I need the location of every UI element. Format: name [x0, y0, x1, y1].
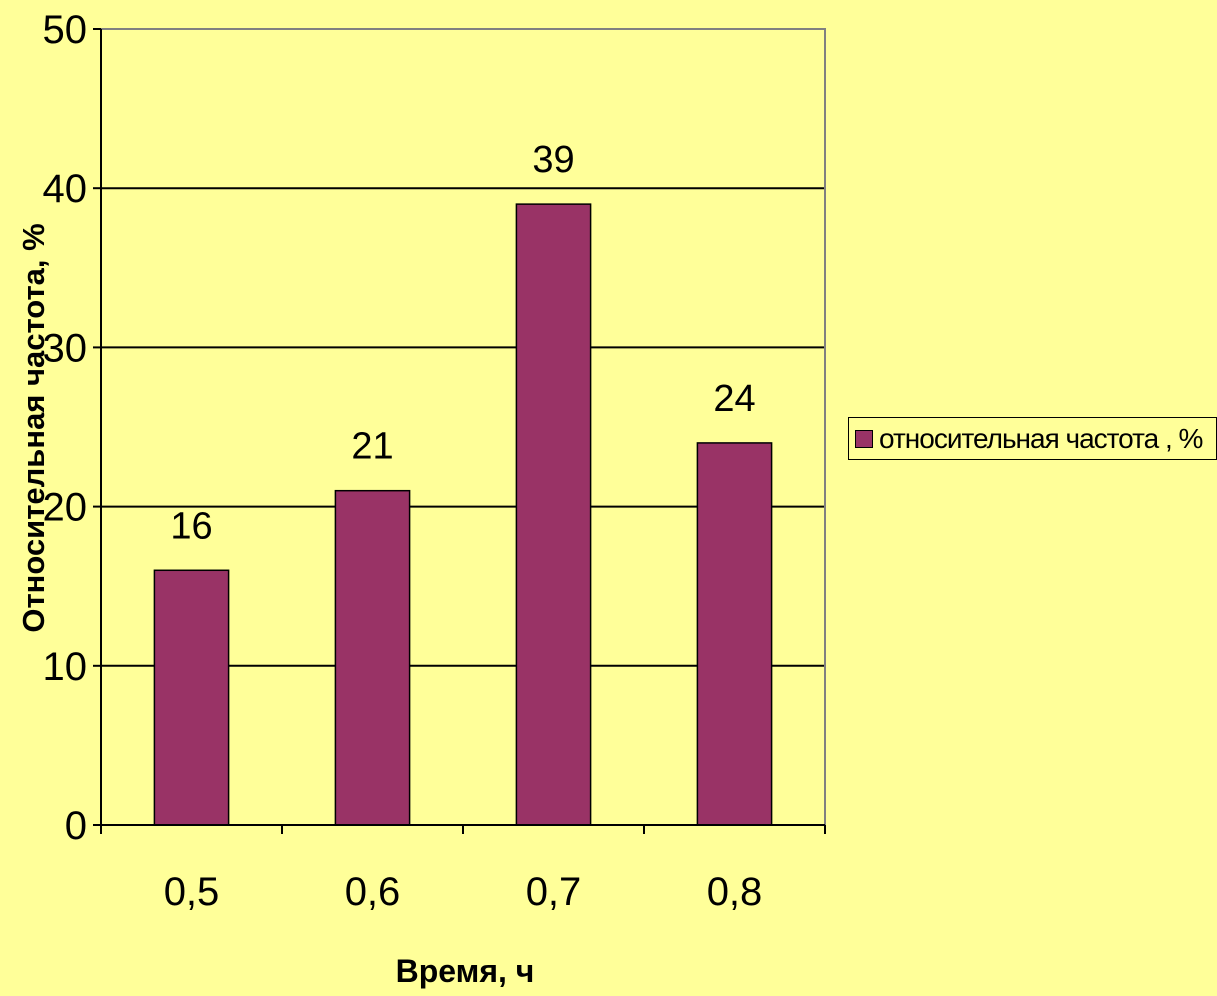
bars [153, 203, 773, 826]
bar-0-7 [515, 203, 592, 826]
data-label: 21 [351, 426, 393, 468]
x-tick-label: 0,7 [526, 870, 582, 914]
x-tick-label: 0,6 [345, 870, 401, 914]
data-labels: 16 21 39 24 [170, 139, 755, 547]
x-tick-label: 0,5 [164, 870, 220, 914]
legend-label: относительная частота , % [879, 422, 1203, 454]
y-tick-label: 50 [43, 8, 88, 52]
x-axis-ticks: 0,5 0,6 0,7 0,8 [100, 825, 826, 914]
data-label: 39 [532, 139, 574, 181]
y-tick-label: 20 [43, 486, 88, 530]
legend-swatch [855, 429, 873, 448]
y-tick-label: 0 [65, 804, 87, 848]
y-axis-title: Относительная частота, % [16, 223, 51, 632]
y-tick-label: 40 [43, 167, 88, 211]
y-axis-ticks: 0 10 20 30 40 50 [43, 8, 101, 848]
legend: относительная частота , % [848, 417, 1217, 460]
bar-0-6 [334, 489, 411, 826]
data-label: 16 [170, 505, 212, 547]
x-tick-label: 0,8 [707, 870, 763, 914]
x-axis-title: Время, ч [396, 953, 535, 989]
data-label: 24 [713, 378, 755, 420]
y-tick-label: 30 [43, 326, 88, 370]
bar-0-5 [153, 569, 230, 826]
bar-0-8 [696, 442, 773, 826]
y-tick-label: 10 [43, 645, 88, 689]
